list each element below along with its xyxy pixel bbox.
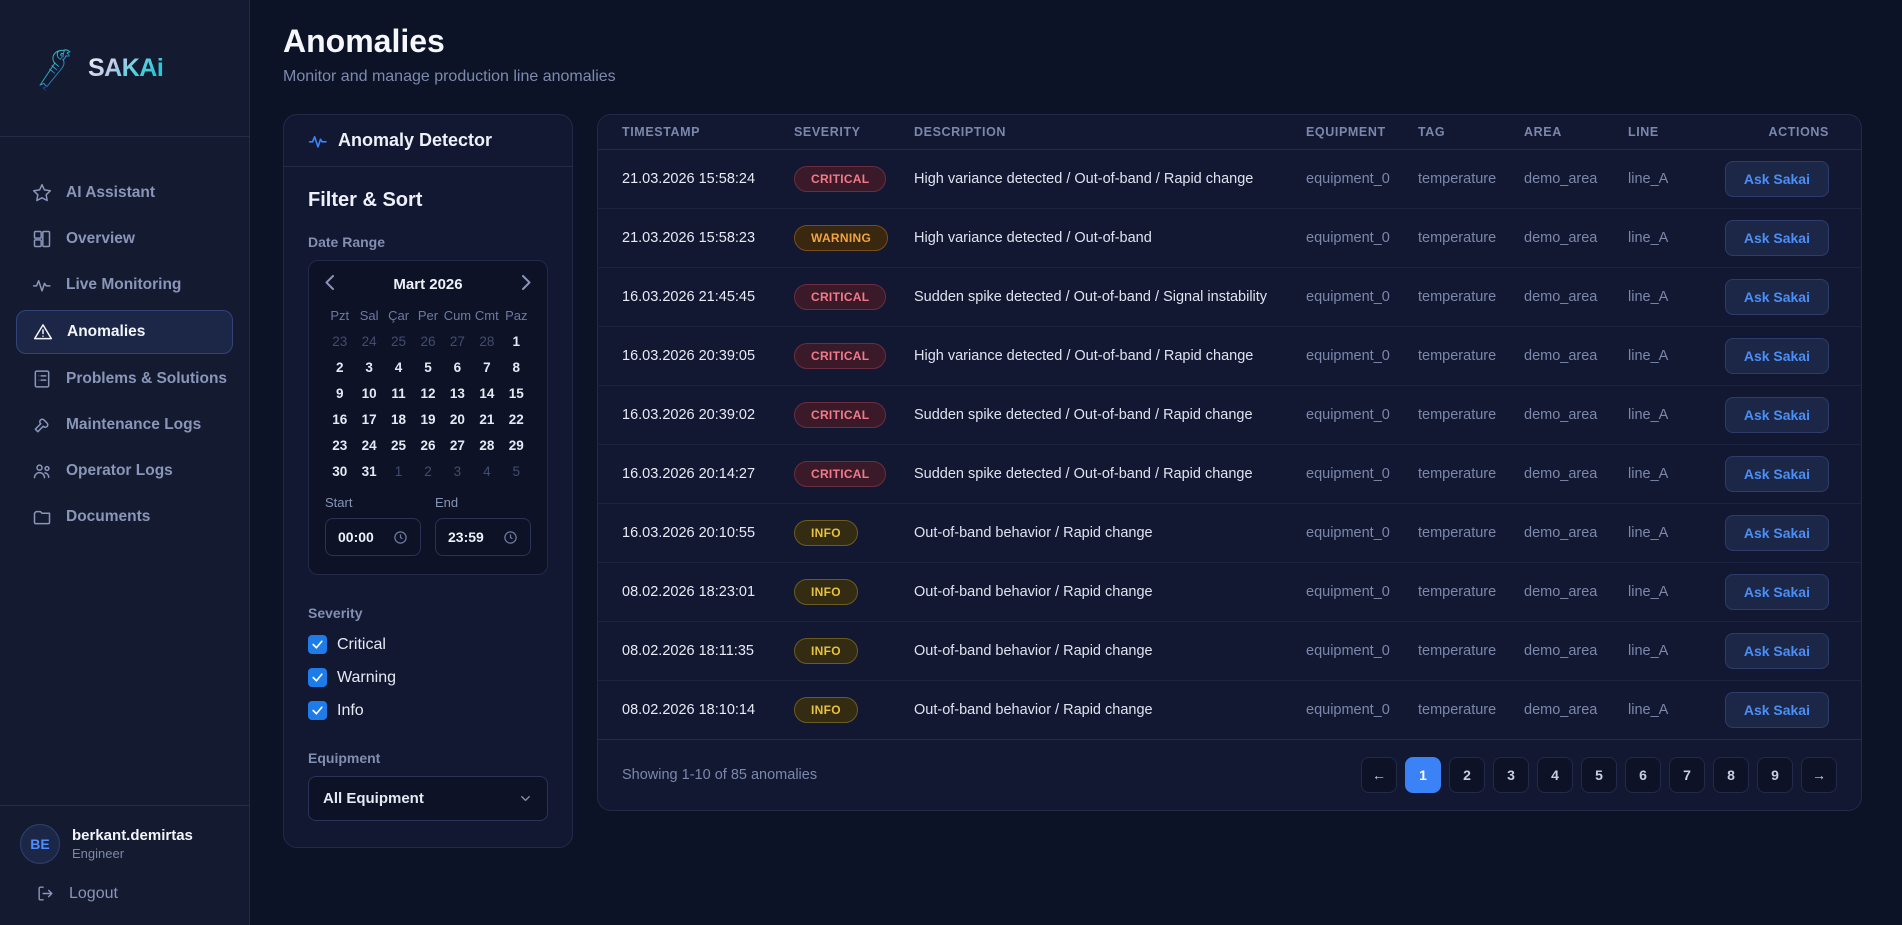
svg-text:SAKAi: SAKAi — [88, 54, 163, 82]
